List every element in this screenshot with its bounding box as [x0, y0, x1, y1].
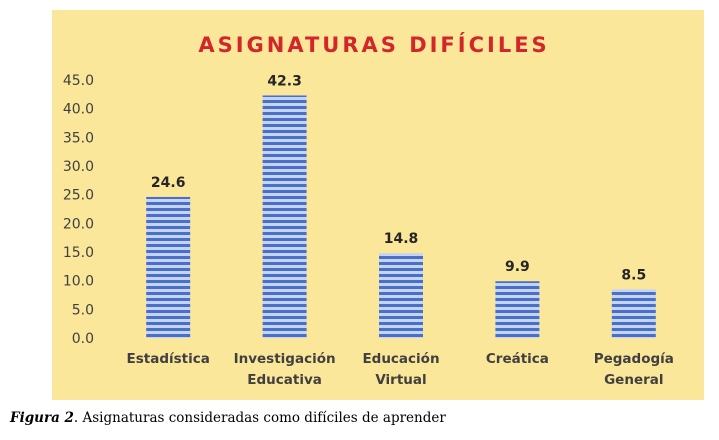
- data-label: 8.5: [621, 267, 646, 283]
- bar: [146, 196, 191, 338]
- bars: [146, 95, 656, 338]
- figure-caption: Figura 2. Asignaturas consideradas como …: [10, 410, 446, 426]
- x-tick-label: Educativa: [247, 372, 322, 388]
- y-tick-label: 20.0: [63, 216, 94, 232]
- data-label: 24.6: [151, 175, 186, 191]
- x-tick-label: Creática: [486, 351, 549, 367]
- x-tick-label: Pegadogía: [594, 351, 674, 367]
- y-tick-label: 25.0: [63, 188, 94, 204]
- x-tick-label: Investigación: [234, 351, 336, 367]
- y-axis: 0.0 5.0 10.0 15.0 20.0 25.0 30.0 35.0 40.0 45.0: [63, 73, 94, 347]
- y-tick-label: 15.0: [63, 245, 94, 261]
- bar: [262, 95, 307, 338]
- bar: [611, 289, 656, 338]
- x-tick-label: Estadística: [127, 351, 210, 367]
- y-tick-label: 0.0: [72, 331, 94, 347]
- value-labels: 24.6 42.3 14.8 9.9 8.5: [151, 73, 646, 283]
- x-axis-categories: Estadística Investigación Educativa Educaci…: [127, 351, 674, 388]
- x-tick-label: Virtual: [375, 372, 426, 388]
- y-tick-label: 40.0: [63, 102, 94, 118]
- data-label: 9.9: [505, 259, 530, 275]
- y-tick-label: 35.0: [63, 130, 94, 146]
- chart-title: ASIGNATURAS DIFÍCILES: [198, 32, 549, 57]
- chart-area: ASIGNATURAS DIFÍCILES 0.0 5.0 10.0 15.0 20.0…: [52, 10, 704, 400]
- y-tick-label: 30.0: [63, 159, 94, 175]
- x-tick-label: General: [604, 372, 663, 388]
- caption-text: . Asignaturas consideradas como difícile…: [73, 410, 446, 426]
- y-tick-label: 45.0: [63, 73, 94, 89]
- x-tick-label: Educación: [362, 351, 439, 367]
- caption-label: Figura 2: [10, 410, 74, 426]
- y-tick-label: 5.0: [72, 302, 94, 318]
- bar: [495, 281, 540, 338]
- bar: [379, 253, 423, 338]
- data-label: 14.8: [384, 231, 419, 247]
- bar-chart: ASIGNATURAS DIFÍCILES 0.0 5.0 10.0 15.0 20.0…: [63, 32, 674, 388]
- data-label: 42.3: [267, 73, 302, 89]
- y-tick-label: 10.0: [63, 274, 94, 290]
